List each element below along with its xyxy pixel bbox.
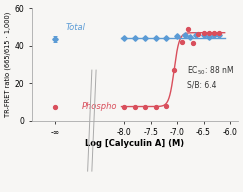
X-axis label: Log [Calyculin A] (M): Log [Calyculin A] (M) — [85, 139, 184, 148]
Text: EC$_{50}$: 88 nM
S/B: 6.4: EC$_{50}$: 88 nM S/B: 6.4 — [187, 65, 234, 89]
Text: Total: Total — [66, 23, 86, 32]
Y-axis label: TR-FRET ratio (665/615 · 1,000): TR-FRET ratio (665/615 · 1,000) — [5, 12, 11, 117]
Text: Phospho: Phospho — [82, 102, 117, 111]
